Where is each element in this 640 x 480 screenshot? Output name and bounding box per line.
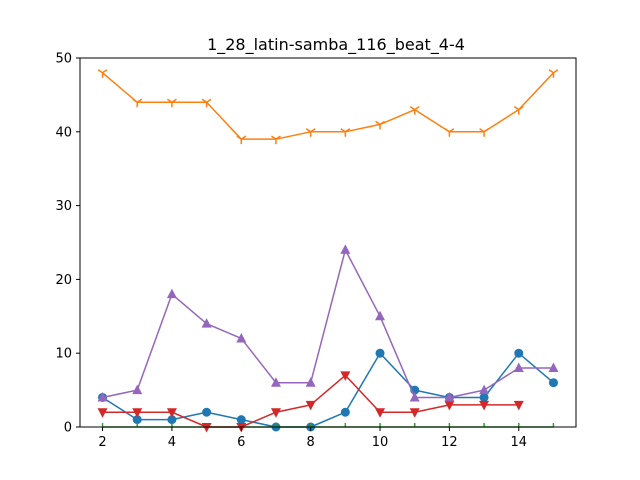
series-5-point-12 (479, 384, 490, 395)
series-5-point-9 (375, 310, 386, 321)
series-5-point-10 (409, 391, 420, 402)
series-5-point-5 (236, 332, 247, 343)
series-2-point-4 (201, 98, 212, 108)
plot-area: 2 4 6 8 10 12 14 0 10 20 30 40 50 (55, 52, 577, 450)
series-4-point-4 (201, 423, 212, 433)
series-2-point-10 (409, 106, 420, 115)
series-1-line (102, 352, 554, 428)
series-2-line (102, 72, 554, 140)
series-2-point-1 (97, 69, 108, 78)
y-tick-label-3: 20 (55, 273, 72, 288)
x-tick-label-3: 6 (237, 435, 245, 450)
series-1-point-14 (548, 378, 558, 388)
y-tick-label-6: 50 (55, 52, 72, 67)
series-1-point-3 (167, 415, 177, 425)
series-2-point-7 (305, 128, 316, 137)
series-1-point-13 (514, 348, 524, 358)
series-4-point-1 (97, 408, 108, 418)
series-2-point-9 (375, 120, 385, 130)
series-5 (97, 244, 559, 402)
series-5-point-1 (97, 391, 108, 402)
series-2 (97, 69, 559, 145)
x-tick-label-2: 4 (168, 435, 176, 450)
y-tick-label-2: 10 (55, 347, 72, 362)
axes-frame (79, 57, 577, 428)
series-2-point-13 (513, 106, 524, 115)
series-2-point-8 (340, 128, 351, 137)
series-1-point-4 (202, 407, 212, 417)
y-tick-label-4: 30 (55, 199, 72, 214)
series-2-point-3 (166, 98, 177, 108)
series-2-point-12 (479, 128, 490, 137)
series-2-point-2 (132, 98, 143, 108)
y-tick-label-5: 40 (55, 125, 72, 140)
series-4-point-9 (375, 408, 386, 418)
x-tick-label-6: 12 (441, 435, 458, 450)
series-4-point-6 (270, 408, 281, 418)
series-1-point-8 (340, 407, 350, 417)
series-5-point-6 (270, 377, 281, 387)
x-tick-label-4: 8 (307, 435, 315, 450)
series-4-point-7 (305, 400, 316, 411)
series-4-point-12 (479, 400, 490, 411)
y-tick-label-1: 0 (64, 421, 72, 436)
series-2-point-14 (548, 69, 559, 78)
x-tick-label-1: 2 (98, 435, 106, 450)
series-1-point-12 (479, 392, 489, 402)
series-4-point-10 (409, 408, 420, 418)
series-4-point-8 (340, 371, 351, 381)
series-4-point-13 (513, 400, 524, 411)
x-tick-label-7: 14 (510, 435, 527, 450)
series-1-point-9 (375, 348, 385, 358)
series-5-point-8 (340, 244, 351, 254)
series-5-point-13 (513, 362, 524, 372)
series-5-point-7 (305, 377, 316, 387)
series-5-point-11 (444, 391, 455, 402)
series-4-point-3 (166, 408, 177, 418)
series-1-point-2 (132, 415, 142, 425)
series-1-point-5 (236, 415, 246, 425)
series-5-point-3 (166, 288, 177, 299)
series-2-point-6 (271, 135, 281, 145)
series-5-line (102, 249, 554, 399)
series-4-point-2 (132, 408, 143, 418)
series-5-point-2 (132, 384, 143, 395)
series-5-point-14 (548, 362, 559, 372)
series-5-point-4 (201, 318, 212, 328)
series-2-point-11 (444, 128, 455, 137)
x-tick-label-5: 10 (372, 435, 389, 450)
chart-title: 1_28_latin-samba_116_beat_4-4 (207, 35, 465, 55)
series-4-point-11 (444, 400, 455, 411)
series-2-point-5 (236, 135, 247, 145)
